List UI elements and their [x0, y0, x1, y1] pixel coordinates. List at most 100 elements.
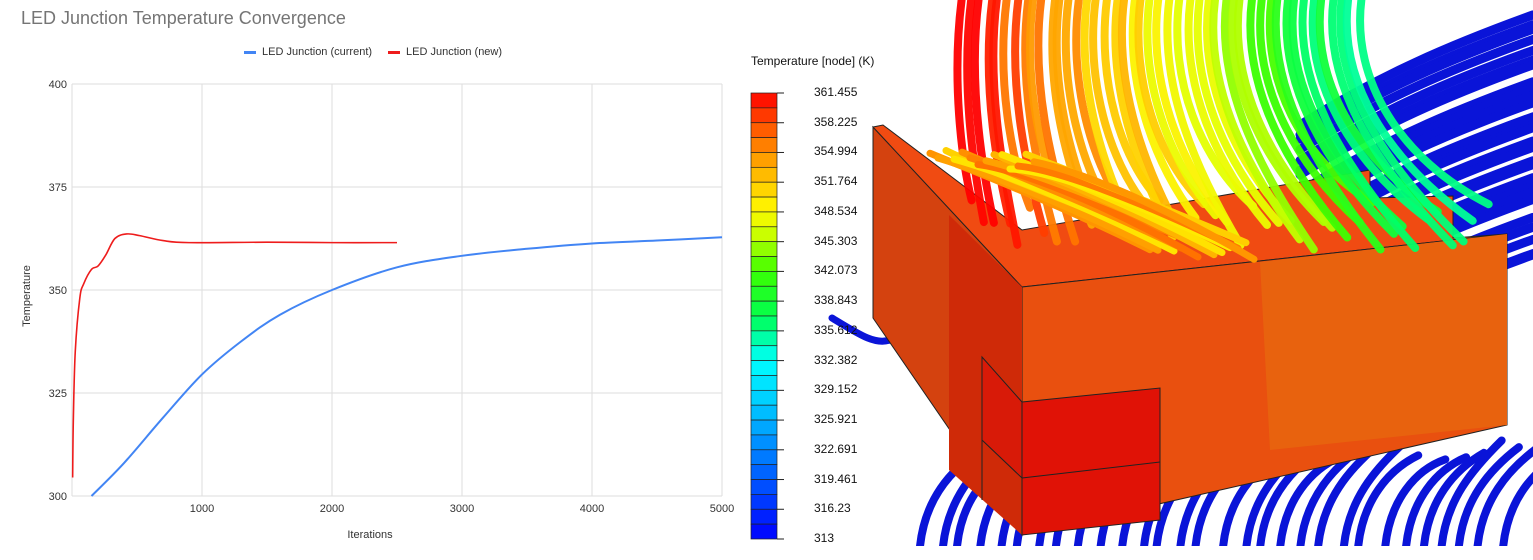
streamlines-warm [926, 0, 1493, 263]
colorbar-band [750, 389, 778, 406]
legend-label-new: LED Junction (new) [406, 46, 503, 58]
streamline [970, 0, 998, 227]
colorbar-band [750, 464, 778, 480]
streamline [1473, 446, 1533, 550]
colorbar-label: 332.382 [814, 352, 858, 367]
streamline [1246, 0, 1352, 242]
streamline [1402, 453, 1471, 550]
streamline [1354, 451, 1423, 550]
streamline [1143, 0, 1220, 220]
legend-item-current[interactable]: LED Junction (current) [244, 46, 372, 58]
streamline [1342, 0, 1477, 225]
legend-label-current: LED Junction (current) [262, 46, 373, 58]
streamline [1381, 455, 1450, 550]
colorbar-label: 338.843 [814, 293, 858, 308]
streamline [989, 0, 1022, 249]
colorbar-label: 313 [814, 531, 835, 545]
colorbar-band [750, 196, 778, 213]
streamline [953, 0, 976, 205]
heatsink-model [872, 124, 1508, 537]
colorbar-label: 354.994 [814, 144, 858, 159]
colorbar-band [750, 375, 778, 391]
series-line-current [90, 236, 723, 497]
colorbar-label: 358.225 [814, 114, 858, 129]
y-tick-label: 400 [49, 79, 67, 91]
streamline [1128, 0, 1200, 222]
streamline [1437, 436, 1506, 550]
x-tick-label: 1000 [190, 503, 214, 515]
y-axis-label: Temperature [21, 265, 33, 327]
chart-title: LED Junction Temperature Convergence [21, 8, 346, 28]
colorbar-band [750, 166, 778, 183]
streamline [1011, 0, 1049, 238]
colorbar-band [750, 181, 778, 198]
colorbar-band [750, 315, 778, 332]
colorbar-band [750, 122, 778, 138]
colorbar-band [750, 271, 778, 287]
colorbar-label: 345.303 [814, 233, 858, 248]
streamline [1163, 0, 1245, 250]
colorbar-band [750, 211, 778, 228]
chart-legend: LED Junction (current) LED Junction (new… [244, 46, 502, 58]
colorbar-band [750, 345, 778, 361]
convergence-chart: LED Junction Temperature Convergence LED… [0, 0, 740, 546]
colorbar-band [750, 508, 778, 525]
streamline [1454, 443, 1523, 550]
colorbar-band [750, 300, 778, 317]
streamline [1089, 0, 1150, 210]
colorbar-band [750, 419, 778, 436]
streamline [963, 0, 988, 227]
colorbar-label: 335.612 [814, 322, 858, 337]
streamline [1356, 0, 1493, 209]
temperature-streamline-render [828, 0, 1533, 550]
colorbar-title: Temperature [node] (K) [751, 54, 875, 68]
colorbar-band [750, 434, 778, 451]
streamline [1298, 0, 1420, 252]
streamline [1499, 471, 1533, 550]
colorbar-band [750, 449, 778, 466]
colorbar-band [750, 137, 778, 153]
legend-swatch-new [388, 50, 401, 54]
colorbar-label: 348.534 [814, 203, 858, 218]
streamline [1271, 0, 1385, 254]
colorbar-band [750, 404, 778, 421]
streamline [1256, 0, 1364, 227]
streamline [1419, 448, 1488, 550]
streamline [1134, 0, 1208, 209]
colorbar-label: 342.073 [814, 263, 858, 278]
y-tick-label: 325 [49, 388, 67, 400]
colorbar-label: 325.921 [814, 412, 858, 427]
streamline [1021, 0, 1061, 246]
streamline [1030, 158, 1258, 263]
x-tick-label: 3000 [450, 503, 474, 515]
colorbar-band [750, 256, 778, 272]
colorbar-label: 329.152 [814, 382, 858, 397]
colorbar-label: 319.461 [814, 471, 858, 486]
temperature-colorbar [750, 92, 784, 540]
streamline [1193, 0, 1283, 227]
x-tick-label: 2000 [320, 503, 344, 515]
x-axis-label: Iterations [347, 529, 393, 541]
colorbar-band [750, 107, 778, 124]
colorbar-band [750, 494, 778, 510]
cfd-render-view: Temperature [node] (K) 361.455 358.225 354… [740, 0, 1533, 550]
y-tick-label: 350 [49, 285, 67, 297]
colorbar-band [750, 523, 778, 540]
streamline [1220, 0, 1318, 254]
y-tick-label: 375 [49, 182, 67, 194]
colorbar-band [750, 330, 778, 347]
streamline [1282, 0, 1398, 238]
streamline [1209, 0, 1304, 244]
streamline [1184, 0, 1272, 229]
series-line-new [71, 233, 398, 478]
streamline [1233, 0, 1337, 232]
x-tick-label: 5000 [710, 503, 734, 515]
streamline [950, 155, 1178, 255]
legend-item-new[interactable]: LED Junction (new) [388, 46, 502, 58]
streamline [1339, 438, 1408, 550]
colorbar-band [750, 152, 778, 168]
colorbar-band [750, 92, 778, 109]
colorbar-band [750, 226, 778, 243]
plot-area: 300 325 350 375 400 1000 2000 3000 4000 5000 Iter… [21, 79, 734, 541]
colorbar-band [750, 479, 778, 495]
